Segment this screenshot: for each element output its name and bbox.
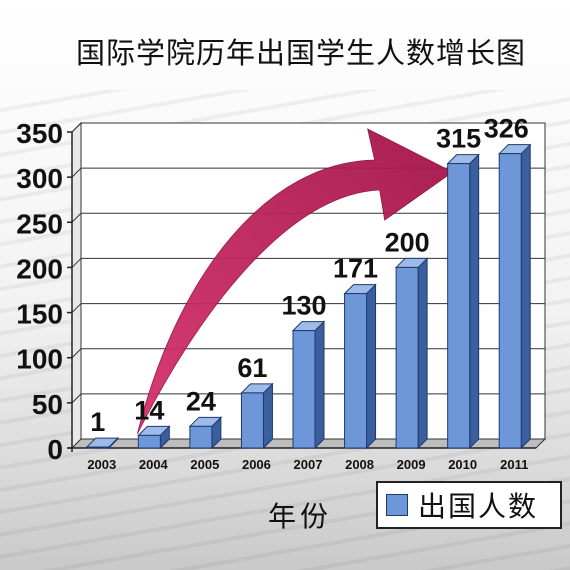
gridline-side <box>71 167 82 178</box>
bars-group <box>85 143 532 450</box>
y-tick-label: 150 <box>16 299 63 330</box>
data-label: 14 <box>134 395 164 425</box>
y-tick-label: 250 <box>16 208 63 239</box>
legend-label: 出国人数 <box>418 490 539 523</box>
bar-front <box>137 434 161 449</box>
growth-arrow-shape <box>136 128 454 435</box>
data-label: 1 <box>90 407 105 437</box>
x-tick-label: 2003 <box>87 457 116 472</box>
bar-front <box>189 425 213 449</box>
bar-front <box>395 266 419 449</box>
x-tick-label: 2004 <box>139 457 169 472</box>
data-label: 326 <box>484 114 529 144</box>
bar-2009 <box>394 257 429 450</box>
bar-2004 <box>137 425 171 450</box>
gridline-side <box>71 348 82 359</box>
bar-side <box>366 283 377 450</box>
legend: 出国人数 <box>376 481 562 529</box>
x-tick-label: 2011 <box>500 457 528 472</box>
bar-front <box>344 293 368 449</box>
growth-arrow <box>136 128 454 435</box>
chart-title: 国际学院历年出国学生人数增长图 <box>76 36 527 70</box>
x-tick-label: 2007 <box>294 457 323 472</box>
x-axis-label: 年份 <box>268 500 333 533</box>
gridline-side <box>71 303 82 313</box>
bar-front <box>86 446 110 449</box>
gridline-side <box>71 393 82 404</box>
gridline-side <box>71 122 82 133</box>
x-tick-label: 2009 <box>397 457 426 472</box>
y-tick-label: 50 <box>32 389 63 420</box>
bar-side <box>314 320 325 450</box>
bar-side <box>262 382 273 450</box>
bar-side <box>417 257 428 450</box>
data-label: 130 <box>281 291 326 321</box>
legend-swatch <box>386 494 408 516</box>
x-axis-ticks: 2003 2004 2005 2006 2007 2008 2009 2010 2011 <box>87 457 528 472</box>
x-tick-label: 2005 <box>190 457 219 472</box>
bar-front <box>447 163 471 449</box>
bar-2006 <box>240 382 274 450</box>
data-label: 315 <box>436 124 481 154</box>
y-tick-label: 100 <box>16 344 63 375</box>
bar-front <box>240 392 264 449</box>
bar-front <box>498 153 522 449</box>
x-tick-label: 2010 <box>448 457 477 472</box>
bar-2007 <box>291 320 326 450</box>
bar-front <box>292 330 316 449</box>
bar-2003 <box>85 436 119 450</box>
x-tick-label: 2006 <box>242 457 271 472</box>
x-tick-label: 2008 <box>345 457 374 472</box>
gridline-side <box>71 258 82 268</box>
data-label: 24 <box>186 386 216 416</box>
bar-2008 <box>343 283 377 450</box>
y-axis-ticks: 0 50 100 150 200 250 300 350 <box>16 118 72 465</box>
gridline-side <box>71 212 82 223</box>
y-tick-label: 350 <box>16 118 63 149</box>
bar-2011 <box>498 143 532 450</box>
data-label: 171 <box>333 254 378 284</box>
bar-2005 <box>188 416 223 450</box>
data-label: 200 <box>385 227 430 257</box>
bar-2010 <box>446 153 480 450</box>
y-tick-label: 200 <box>16 253 63 284</box>
bar-side <box>520 143 531 450</box>
plot-side-wall <box>71 121 82 450</box>
y-tick-label: 0 <box>47 434 63 465</box>
data-label: 61 <box>237 353 267 383</box>
y-tick-label: 300 <box>16 163 63 194</box>
bar-side <box>469 153 480 450</box>
